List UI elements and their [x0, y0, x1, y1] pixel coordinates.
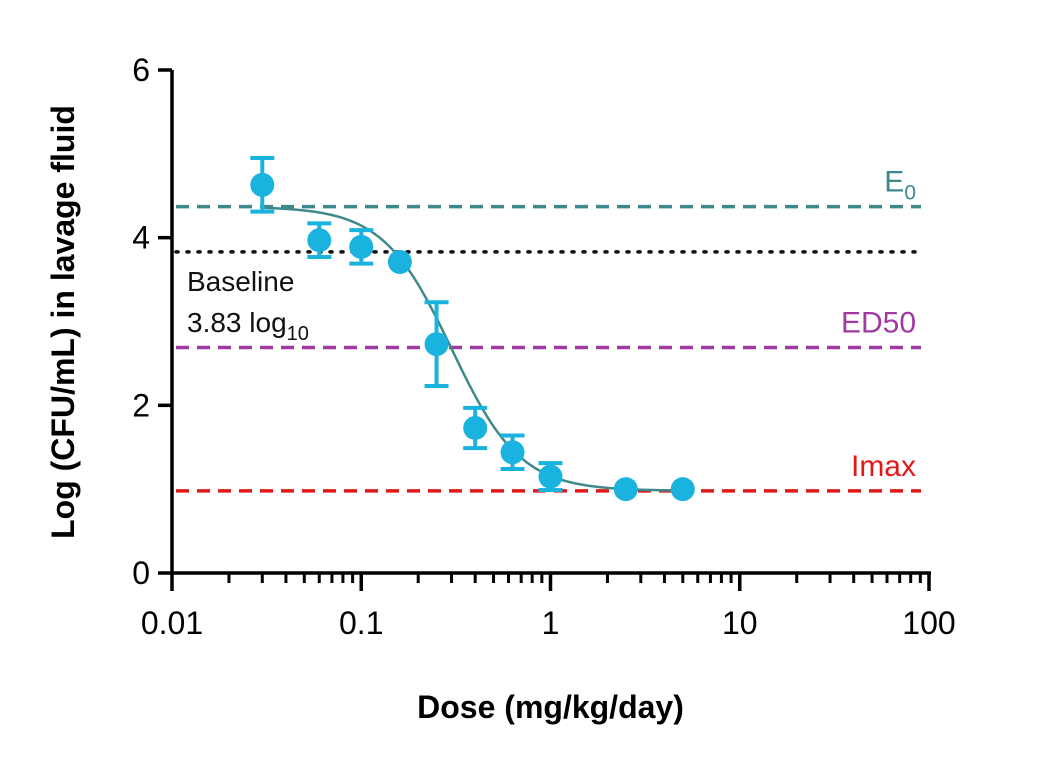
x-tick-label-2: 1: [542, 605, 560, 641]
x-tick-label-3: 10: [722, 605, 758, 641]
reference-label-main-3: Imax: [851, 450, 916, 483]
fit-curve-group: [262, 206, 683, 492]
data-point-5: [463, 415, 488, 440]
data-point-7: [538, 464, 563, 489]
x-axis-title: Dose (mg/kg/day): [417, 689, 684, 725]
labels: E0 ED50 Imax Baseline 3.83 log10: [187, 166, 916, 483]
data-point-6: [500, 440, 525, 465]
x-tick-label-1: 0.1: [339, 605, 383, 641]
y-axis-title: Log (CFU/mL) in lavage fluid: [45, 105, 81, 539]
data-point-0: [250, 172, 275, 197]
data-point-9: [670, 477, 695, 502]
y-tick-label-2: 4: [132, 220, 150, 256]
data-points: [250, 156, 695, 502]
data-point-1: [307, 228, 332, 253]
data-point-8: [613, 477, 638, 502]
reference-label-main-0: E: [884, 166, 904, 199]
reference-label-3: Imax: [851, 450, 916, 483]
data-point-2: [349, 234, 374, 259]
x-tick-label-4: 100: [902, 605, 955, 641]
y-tick-label-3: 6: [132, 52, 150, 88]
y-tick-label-0: 0: [132, 555, 150, 591]
reference-label-sub-0: 0: [904, 182, 916, 205]
fit-curve: [262, 206, 683, 492]
baseline-annotation-subscript: 10: [287, 323, 309, 345]
reference-lines: [174, 204, 921, 493]
reference-label-main-2: ED50: [841, 306, 916, 339]
data-point-3: [387, 249, 412, 274]
data-point-4: [424, 332, 449, 357]
baseline-annotation-line1: Baseline: [187, 266, 294, 297]
y-tick-label-1: 2: [132, 387, 150, 423]
baseline-annotation-line2: 3.83 log10: [187, 307, 309, 345]
baseline-annotation-value: 3.83 log: [187, 307, 287, 338]
reference-label-0: E0: [884, 166, 916, 205]
reference-label-2: ED50: [841, 306, 916, 339]
x-tick-label-0: 0.01: [141, 605, 203, 641]
